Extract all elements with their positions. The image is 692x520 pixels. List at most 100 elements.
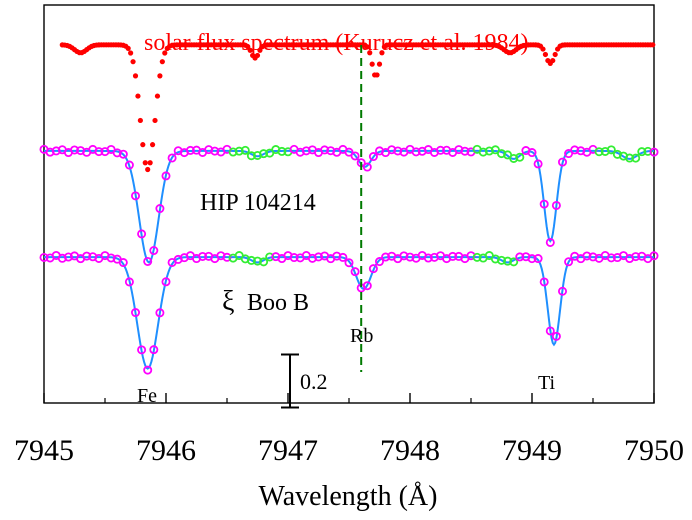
masked-point — [496, 255, 506, 265]
solar-point — [650, 42, 656, 48]
masked-point — [228, 147, 238, 157]
x-axis-ticks: 7945 7946 7947 7948 7949 7950 — [14, 393, 684, 467]
observed-point — [387, 145, 397, 155]
observed-point — [338, 252, 348, 262]
x-tick-label: 7945 — [14, 434, 74, 467]
observed-point — [137, 229, 147, 239]
observed-point — [198, 251, 208, 261]
observed-point — [118, 149, 128, 159]
solar-point — [245, 44, 251, 50]
observed-point — [368, 264, 378, 274]
observed-point — [551, 200, 561, 210]
fe-line-label: Fe — [137, 385, 157, 407]
observed-point — [551, 331, 561, 341]
masked-point — [277, 146, 287, 156]
observed-point — [155, 204, 165, 214]
observed-point — [515, 252, 525, 262]
observed-point — [320, 145, 330, 155]
observed-point — [533, 254, 543, 264]
masked-point — [484, 146, 494, 156]
masked-point — [234, 146, 244, 156]
observed-point — [106, 253, 116, 263]
observed-point — [45, 147, 55, 157]
observed-point — [143, 365, 153, 375]
masked-point — [515, 152, 525, 162]
observed-point — [118, 258, 128, 268]
masked-point — [631, 153, 641, 163]
x-tick-label: 7949 — [502, 434, 562, 467]
series-1 — [39, 144, 659, 266]
masked-point — [472, 252, 482, 262]
solar-point — [550, 57, 556, 64]
observed-point — [411, 147, 421, 157]
observed-point — [460, 146, 470, 156]
solar-point — [367, 50, 373, 56]
observed-point — [570, 145, 580, 155]
scale-bar-label: 0.2 — [300, 369, 328, 394]
observed-point — [222, 252, 232, 262]
solar-spectrum-label: solar flux spectrum (Kurucz et al. 1984) — [144, 30, 529, 56]
solar-point — [374, 72, 380, 78]
ti-line-label: Ti — [538, 372, 556, 394]
observed-point — [631, 252, 641, 262]
observed-point — [82, 251, 92, 261]
masked-point — [246, 151, 256, 161]
model-curve — [44, 256, 654, 370]
observed-point — [533, 159, 543, 169]
observed-point — [374, 257, 384, 267]
masked-point — [503, 256, 513, 266]
observed-point — [350, 267, 360, 277]
observed-point — [289, 253, 299, 263]
x-tick-label: 7948 — [380, 434, 440, 467]
solar-point — [254, 52, 261, 59]
observed-point — [124, 277, 134, 287]
solar-point — [137, 117, 143, 124]
masked-point — [252, 256, 262, 266]
solar-point — [247, 47, 253, 53]
series-2 — [39, 250, 659, 375]
masked-point — [643, 146, 653, 156]
solar-point — [142, 160, 148, 166]
observed-point — [124, 160, 134, 170]
observed-point — [545, 326, 555, 336]
solar-point — [130, 59, 136, 65]
masked-point — [625, 153, 635, 163]
observed-point — [558, 157, 568, 167]
observed-point — [435, 145, 445, 155]
observed-point — [649, 251, 659, 261]
masked-point — [259, 257, 269, 267]
observed-point — [94, 147, 104, 157]
observed-point — [539, 277, 549, 287]
masked-point — [509, 257, 519, 267]
solar-point — [125, 45, 131, 51]
observed-point — [210, 146, 220, 156]
observed-point — [130, 308, 140, 318]
x-tick-label: 7946 — [136, 434, 196, 467]
solar-point — [145, 166, 151, 173]
solar-point — [540, 46, 546, 52]
observed-point — [558, 286, 568, 296]
solar-point — [147, 160, 153, 166]
observed-point — [70, 145, 80, 155]
observed-point — [393, 146, 403, 156]
observed-point — [161, 277, 171, 287]
observed-point — [368, 152, 378, 162]
observed-point — [362, 281, 372, 291]
observed-point — [155, 308, 165, 318]
solar-point — [364, 44, 370, 50]
solar-point — [257, 47, 263, 53]
plot-frame — [43, 4, 655, 404]
solar-point — [157, 73, 163, 79]
solar-point — [162, 50, 168, 56]
series-0 — [59, 42, 656, 173]
observed-point — [39, 252, 49, 262]
observed-point — [423, 253, 433, 263]
observed-point — [137, 345, 147, 355]
solar-point — [369, 61, 375, 67]
observed-point — [161, 171, 171, 181]
observed-point — [149, 246, 159, 256]
scale-bar — [281, 353, 299, 409]
observed-point — [649, 147, 659, 157]
observed-point — [545, 237, 555, 247]
model-curve — [44, 149, 655, 264]
